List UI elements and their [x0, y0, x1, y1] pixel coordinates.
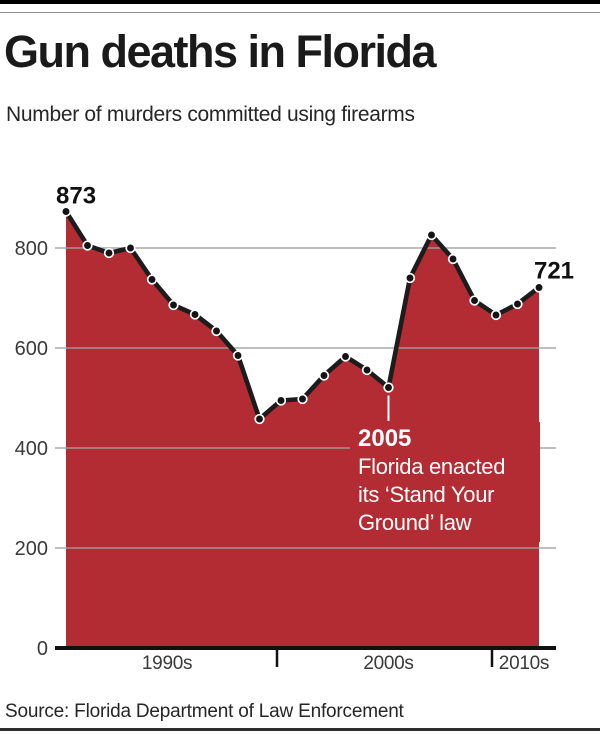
- data-point-1993: [125, 242, 136, 254]
- data-point-1990: [60, 206, 72, 217]
- y-tick-label-800: 800: [15, 238, 48, 260]
- data-point-1998: [232, 350, 244, 361]
- data-point-1994: [146, 274, 158, 285]
- data-point-2009: [469, 295, 480, 306]
- source-note: Source: Florida Department of Law Enforc…: [5, 701, 404, 722]
- point-label-1990: 873: [56, 183, 96, 210]
- x-tick-label-2: 2010s: [499, 653, 549, 674]
- point-label-2012: 721: [534, 258, 574, 285]
- y-tick-label-200: 200: [15, 538, 48, 560]
- annotation-heading: 2005: [358, 425, 411, 452]
- data-point-2000: [275, 395, 287, 406]
- y-tick-label-400: 400: [15, 438, 48, 460]
- data-point-1999: [254, 413, 265, 425]
- data-point-2012: [533, 282, 545, 293]
- data-point-2003: [340, 351, 351, 362]
- data-point-2010: [490, 309, 502, 321]
- page-title: Gun deaths in Florida: [4, 26, 437, 77]
- data-point-2007: [426, 229, 437, 241]
- annotation-backdrop: [350, 422, 540, 542]
- data-point-2004: [361, 364, 373, 376]
- top-border-bar: [0, 0, 600, 4]
- data-point-2008: [447, 253, 459, 265]
- data-point-1996: [189, 309, 201, 320]
- data-point-2001: [297, 393, 308, 405]
- data-point-1992: [103, 247, 115, 259]
- data-point-1991: [82, 240, 93, 251]
- data-point-2002: [318, 370, 330, 381]
- y-tick-label-600: 600: [15, 338, 48, 360]
- data-point-1997: [211, 325, 222, 337]
- data-point-1995: [168, 299, 179, 311]
- annotation-line-0: Florida enacted: [358, 454, 505, 479]
- annotation-line-2: Ground’ law: [358, 510, 472, 535]
- bottom-border-bar: [0, 728, 600, 731]
- top-hairline: [0, 12, 600, 13]
- annotation-line-1: its ‘Stand Your: [358, 482, 494, 507]
- data-point-2011: [512, 298, 523, 310]
- x-tick-label-0: 1990s: [142, 653, 192, 674]
- y-tick-label-0: 0: [37, 638, 48, 660]
- x-tick-label-1: 2000s: [363, 653, 413, 674]
- data-point-2005: [383, 382, 394, 393]
- data-point-2006: [404, 272, 416, 284]
- chart-subtitle: Number of murders committed using firear…: [6, 103, 415, 126]
